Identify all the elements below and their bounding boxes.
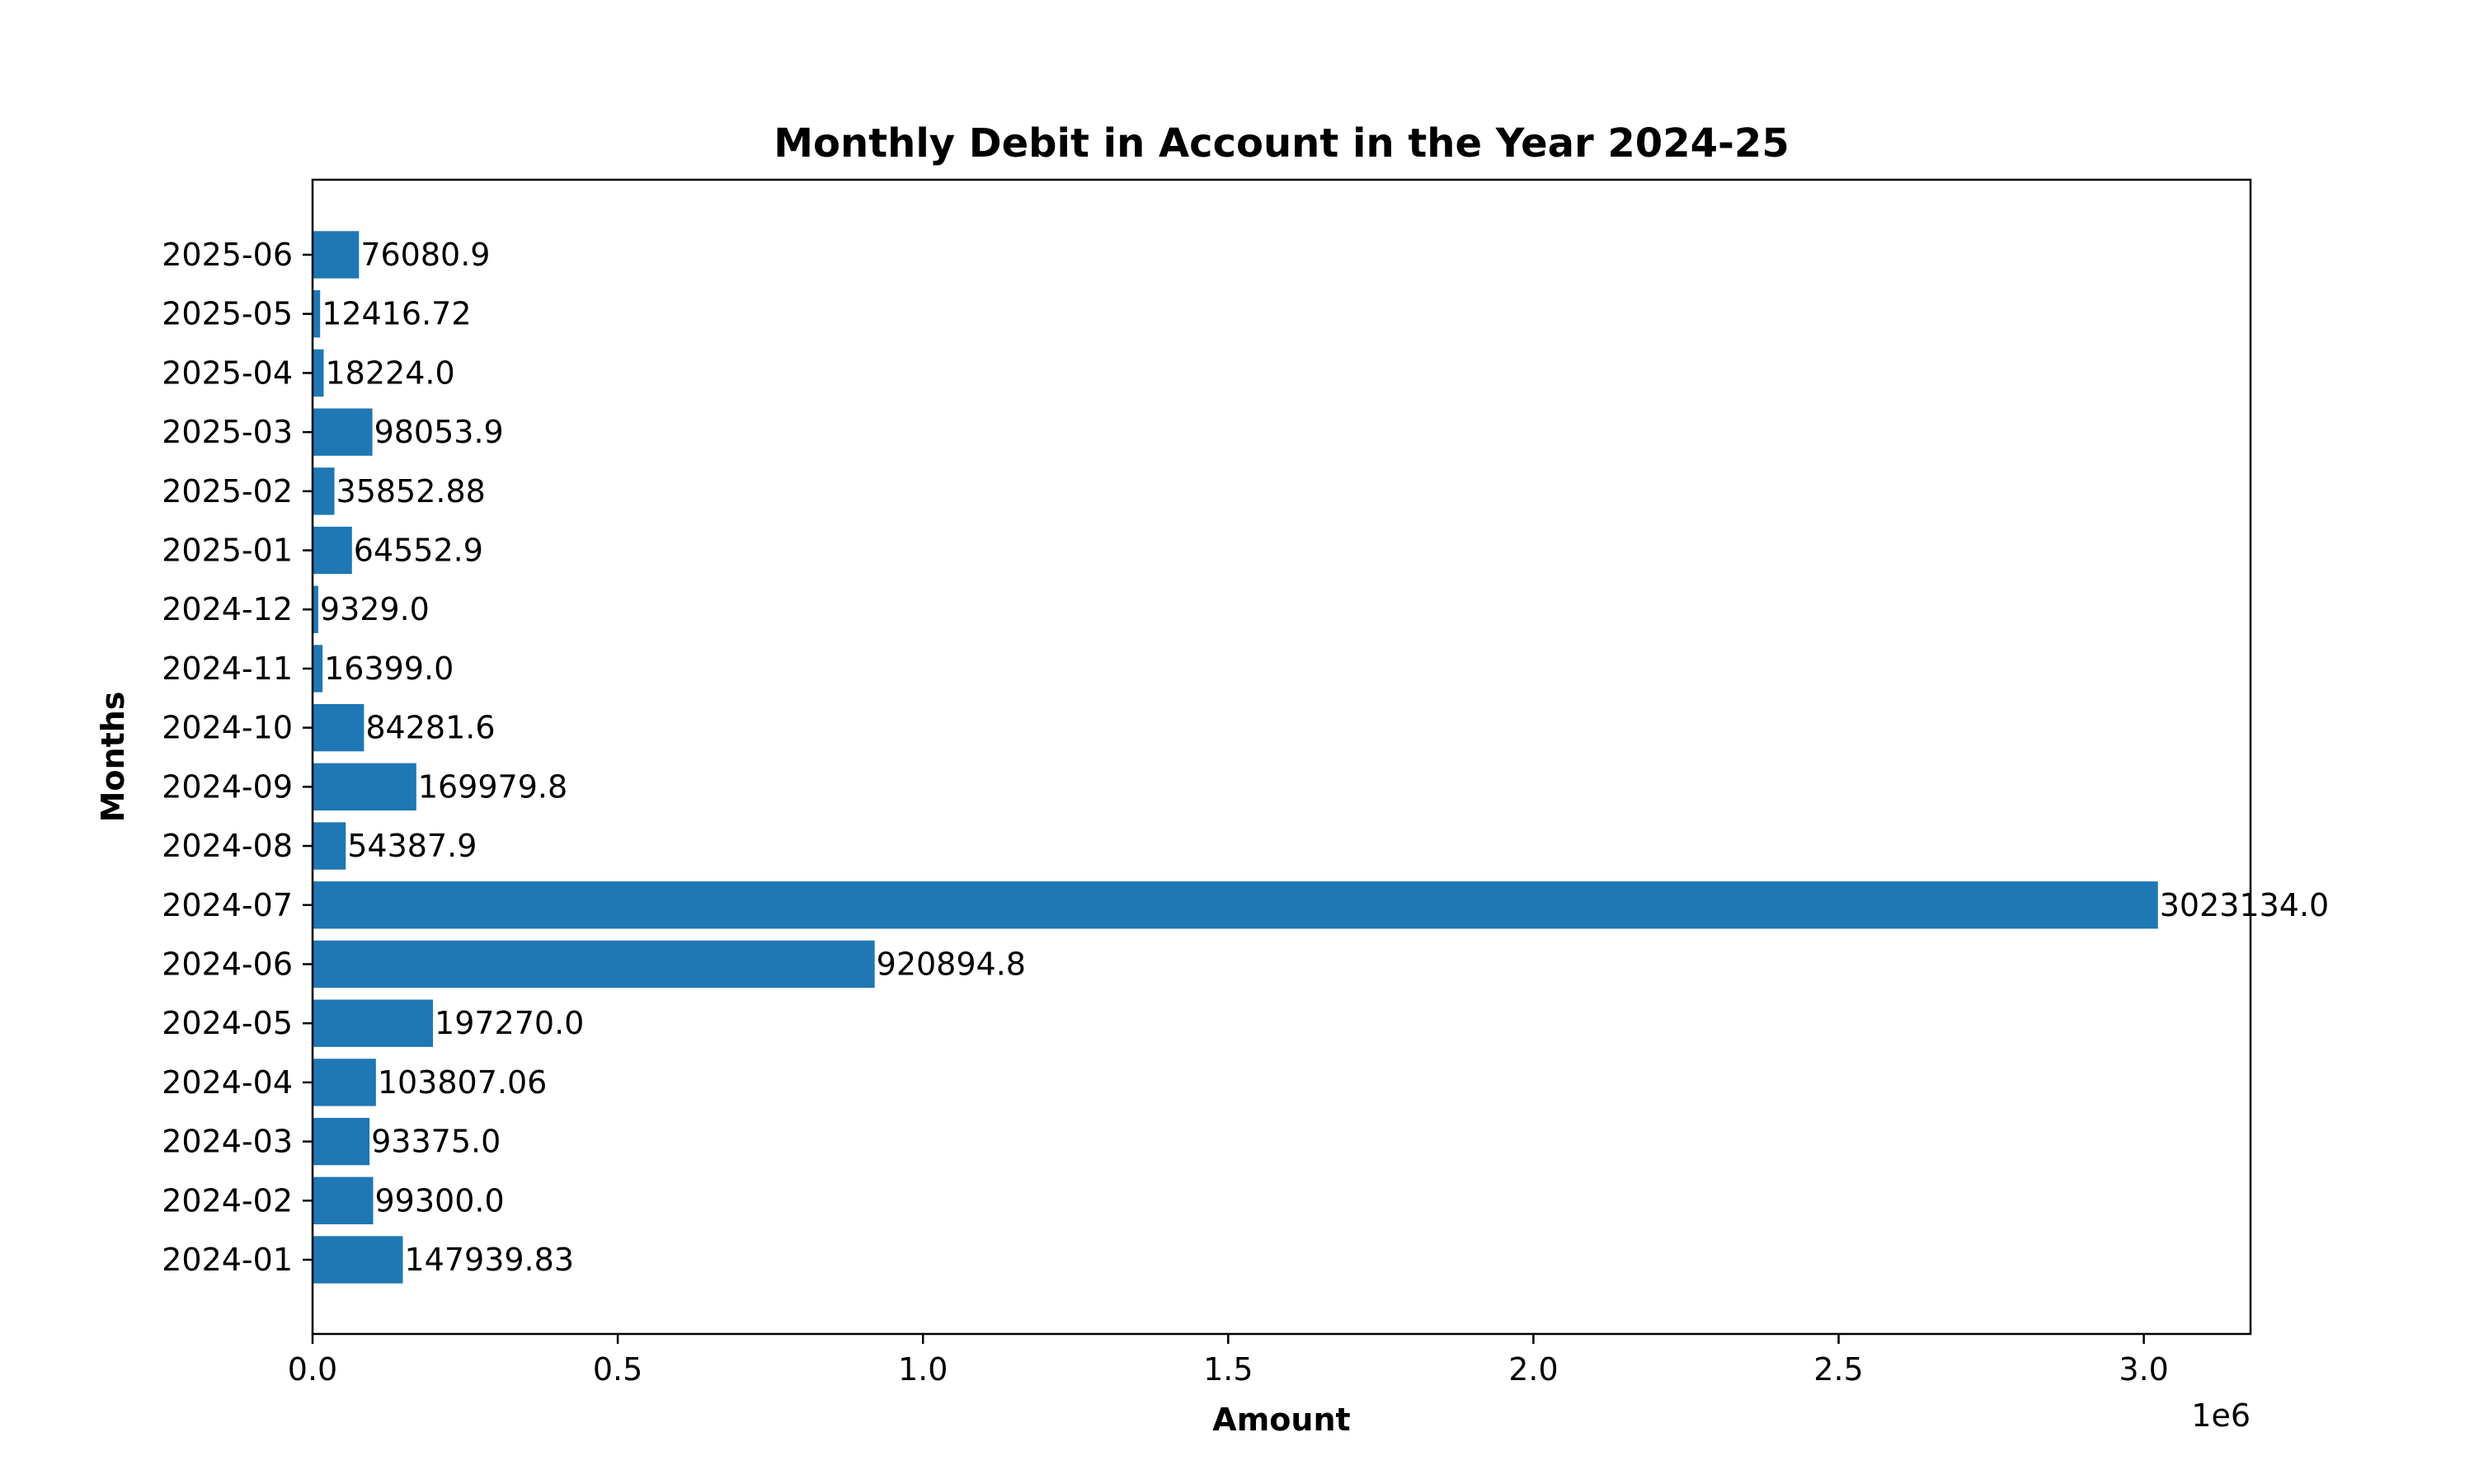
x-axis-offset-label: 1e6 (2191, 1397, 2251, 1434)
data-label-2024-07: 3023134.0 (2160, 887, 2330, 923)
bar-2024-06 (313, 940, 875, 989)
y-tick-label-2025-04: 2025-04 (162, 355, 293, 391)
data-label-2024-05: 197270.0 (435, 1005, 584, 1041)
bars-group (313, 231, 2158, 1284)
y-tick-label-2024-10: 2024-10 (162, 710, 293, 746)
y-tick-label-2024-03: 2024-03 (162, 1124, 293, 1160)
x-tick-label-2: 1.0 (898, 1351, 948, 1388)
x-axis-label: Amount (1212, 1402, 1350, 1438)
y-tick-label-2024-06: 2024-06 (162, 946, 293, 982)
data-label-2024-06: 920894.8 (877, 946, 1026, 982)
bar-2024-08 (313, 822, 346, 870)
data-label-2024-09: 169979.8 (418, 768, 567, 805)
y-tick-label-2024-02: 2024-02 (162, 1182, 293, 1219)
y-tick-label-2024-09: 2024-09 (162, 768, 293, 805)
data-label-2024-08: 54387.9 (347, 828, 477, 864)
data-label-2024-03: 93375.0 (371, 1124, 501, 1160)
bar-2025-06 (313, 231, 360, 279)
data-label-2025-03: 98053.9 (374, 414, 504, 450)
y-tick-label-2025-06: 2025-06 (162, 237, 293, 273)
y-tick-label-2024-12: 2024-12 (162, 591, 293, 627)
bar-2024-10 (313, 703, 365, 752)
x-tick-label-5: 2.5 (1813, 1351, 1863, 1388)
bar-2024-07 (313, 881, 2158, 929)
x-tick-label-0: 0.0 (288, 1351, 337, 1388)
data-label-2024-12: 9329.0 (320, 591, 430, 627)
data-label-2025-05: 12416.72 (322, 296, 471, 332)
bar-2024-03 (313, 1117, 370, 1166)
y-tick-label-2024-05: 2024-05 (162, 1005, 293, 1041)
y-tick-label-2025-03: 2025-03 (162, 414, 293, 450)
x-tick-label-4: 2.0 (1508, 1351, 1558, 1388)
bar-2024-09 (313, 763, 416, 811)
y-tick-label-2024-08: 2024-08 (162, 828, 293, 864)
bar-2024-02 (313, 1176, 374, 1224)
bar-2024-01 (313, 1236, 403, 1284)
data-label-2025-02: 35852.88 (336, 473, 486, 510)
bar-2024-11 (313, 645, 323, 693)
bar-2024-12 (313, 585, 318, 633)
data-label-2024-11: 16399.0 (324, 650, 454, 687)
y-tick-label-2025-01: 2025-01 (162, 533, 293, 569)
y-tick-label-2024-11: 2024-11 (162, 650, 293, 687)
bar-2025-03 (313, 408, 373, 456)
data-label-2025-06: 76080.9 (360, 237, 490, 273)
x-axis: 0.0 0.5 1.0 1.5 2.0 2.5 3.0 (288, 1334, 2169, 1388)
plot-frame (311, 178, 2252, 1336)
y-tick-label-2024-07: 2024-07 (162, 887, 293, 923)
x-tick-label-1: 0.5 (593, 1351, 642, 1388)
data-label-2024-02: 99300.0 (375, 1182, 505, 1219)
y-tick-label-2024-01: 2024-01 (162, 1242, 293, 1278)
data-labels-group: 147939.83 99300.0 93375.0 103807.06 197270.0… (320, 237, 2329, 1278)
data-label-2024-04: 103807.06 (378, 1064, 547, 1101)
bar-2025-01 (313, 526, 352, 575)
bar-2025-05 (313, 290, 321, 338)
data-label-2025-04: 18224.0 (325, 355, 454, 391)
data-label-2025-01: 64552.9 (354, 533, 483, 569)
bar-2024-05 (313, 999, 434, 1047)
chart-title: Monthly Debit in Account in the Year 202… (774, 120, 1789, 167)
y-axis: 2024-01 2024-02 2024-03 2024-04 2024-05 2024-… (162, 237, 313, 1278)
data-label-2024-10: 84281.6 (365, 710, 495, 746)
bar-2024-04 (313, 1059, 376, 1106)
y-tick-label-2024-04: 2024-04 (162, 1064, 293, 1101)
y-tick-label-2025-02: 2025-02 (162, 473, 293, 510)
y-axis-label: Months (95, 692, 131, 823)
y-tick-label-2025-05: 2025-05 (162, 296, 293, 332)
bar-2025-02 (313, 467, 335, 515)
x-tick-label-3: 1.5 (1203, 1351, 1253, 1388)
bar-2025-04 (313, 349, 324, 397)
data-label-2024-01: 147939.83 (405, 1242, 574, 1278)
x-tick-label-6: 3.0 (2119, 1351, 2168, 1388)
